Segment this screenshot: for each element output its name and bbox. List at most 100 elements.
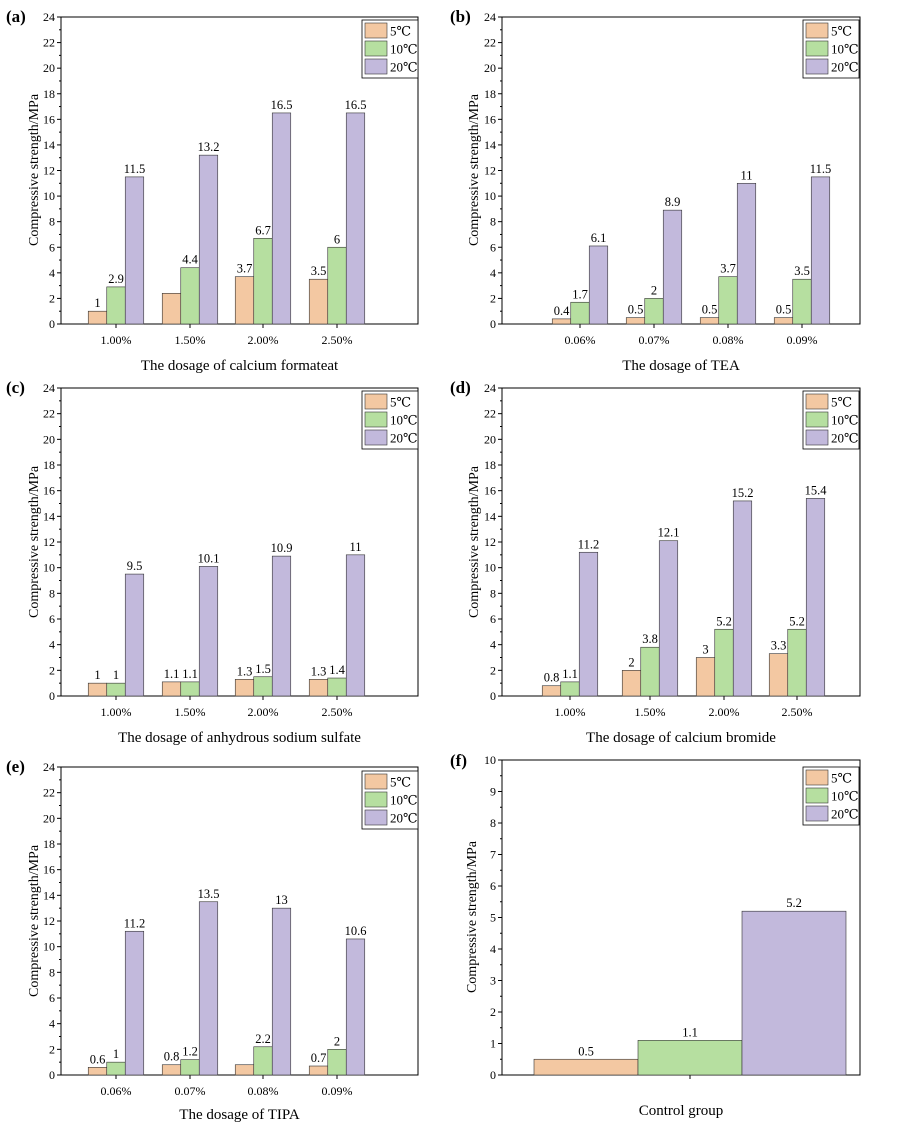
x-tick-label: 2.00% xyxy=(709,705,740,719)
y-tick-label: 20 xyxy=(43,61,55,75)
y-axis-label: Compressive strength/MPa xyxy=(467,93,482,246)
legend-label: 5℃ xyxy=(831,24,852,39)
legend-swatch xyxy=(805,411,829,428)
legend: 5℃ 10℃ 20℃ xyxy=(361,390,419,450)
legend-label: 5℃ xyxy=(390,24,411,39)
y-tick-label: 14 xyxy=(43,888,55,902)
data-label: 2 xyxy=(651,283,657,297)
data-label: 11 xyxy=(740,168,752,182)
data-label: 4.4 xyxy=(182,253,198,267)
x-tick-label: 1.50% xyxy=(635,705,666,719)
bar-20c-1 xyxy=(124,573,145,697)
y-tick-label: 12 xyxy=(484,535,496,549)
y-tick-label: 12 xyxy=(43,535,55,549)
bar-5c-3 xyxy=(234,679,255,697)
y-tick-label: 10 xyxy=(43,561,55,575)
x-axis-label: The dosage of calcium bromide xyxy=(586,730,776,746)
data-label: 2.9 xyxy=(108,272,124,286)
legend: 5℃ 10℃ 20℃ xyxy=(802,766,860,826)
legend-label: 20℃ xyxy=(390,811,418,826)
bar-10c-4 xyxy=(327,677,347,697)
bar-10c-3 xyxy=(714,628,734,697)
data-label: 10.6 xyxy=(345,924,367,938)
x-tick-label: 2.00% xyxy=(248,333,279,347)
y-tick-label: 18 xyxy=(484,458,496,472)
y-tick-label: 10 xyxy=(484,753,496,767)
y-tick-label: 0 xyxy=(49,689,55,703)
bar-5c-1 xyxy=(87,682,108,697)
x-tick-label: 1.50% xyxy=(175,333,206,347)
bar-10c-3 xyxy=(253,1046,273,1076)
y-tick-label: 24 xyxy=(43,760,55,774)
legend: 5℃ 10℃ 20℃ xyxy=(361,770,419,830)
bar-10c-3 xyxy=(253,676,273,697)
panel-label: (d) xyxy=(450,378,471,397)
data-label: 2 xyxy=(628,655,634,669)
data-label: 0.5 xyxy=(702,303,718,317)
bar-5c-1 xyxy=(541,685,562,697)
y-axis-label: Compressive strength/MPa xyxy=(465,840,480,993)
data-label: 0.4 xyxy=(554,304,570,318)
x-tick-label: 0.06% xyxy=(565,333,596,347)
y-tick-label: 12 xyxy=(43,914,55,928)
data-label: 10.1 xyxy=(198,551,220,565)
x-axis-label: Control group xyxy=(639,1103,724,1119)
bar-20c-1 xyxy=(578,551,599,697)
y-axis-label: Compressive strength/MPa xyxy=(27,844,42,997)
data-label: 1.2 xyxy=(182,1045,198,1059)
x-axis-label: The dosage of calcium formateat xyxy=(141,358,339,374)
legend-label: 10℃ xyxy=(390,413,418,428)
y-tick-label: 6 xyxy=(490,612,496,626)
data-label: 0.7 xyxy=(311,1051,327,1065)
legend: 5℃ 10℃ 20℃ xyxy=(802,390,860,450)
y-tick-label: 18 xyxy=(43,837,55,851)
bar-10c-2 xyxy=(180,267,200,325)
y-tick-label: 14 xyxy=(484,138,496,152)
bar-20c-2 xyxy=(658,540,679,697)
legend-label: 20℃ xyxy=(831,60,859,75)
y-tick-label: 4 xyxy=(490,266,496,280)
x-tick-label: 0.07% xyxy=(175,1084,206,1098)
bar-10c-1 xyxy=(637,1040,743,1076)
data-label: 1 xyxy=(113,1047,119,1061)
y-tick-label: 24 xyxy=(484,10,496,24)
data-label: 2 xyxy=(334,1034,340,1048)
data-label: 1.3 xyxy=(311,664,327,678)
y-tick-label: 4 xyxy=(490,942,496,956)
data-label: 1.7 xyxy=(572,287,588,301)
y-tick-label: 0 xyxy=(49,317,55,331)
bar-20c-2 xyxy=(198,566,219,697)
y-tick-label: 22 xyxy=(43,407,55,421)
data-label: 15.4 xyxy=(805,483,828,497)
legend-label: 10℃ xyxy=(390,793,418,808)
bar-20c-3 xyxy=(271,907,292,1076)
bar-5c-4 xyxy=(308,278,329,325)
y-tick-label: 18 xyxy=(43,458,55,472)
data-label: 0.6 xyxy=(90,1052,106,1066)
bar-10c-1 xyxy=(106,682,126,697)
x-axis-label: The dosage of TIPA xyxy=(179,1107,300,1123)
y-tick-label: 24 xyxy=(484,381,496,395)
data-label: 3.8 xyxy=(642,632,658,646)
data-label: 9.5 xyxy=(127,559,143,573)
bar-10c-1 xyxy=(570,301,590,325)
x-tick-label: 2.50% xyxy=(782,705,813,719)
data-label: 1 xyxy=(94,296,100,310)
data-label: 1.1 xyxy=(164,667,180,681)
legend-swatch xyxy=(805,805,829,822)
y-tick-label: 4 xyxy=(49,266,55,280)
panel-label: (f) xyxy=(450,751,467,770)
x-tick-label: 0.09% xyxy=(322,1084,353,1098)
y-tick-label: 1 xyxy=(490,1037,496,1051)
y-tick-label: 12 xyxy=(43,164,55,178)
bar-10c-1 xyxy=(106,286,126,325)
y-tick-label: 10 xyxy=(43,940,55,954)
bar-10c-2 xyxy=(180,1059,200,1076)
y-tick-label: 14 xyxy=(43,509,55,523)
data-label: 1.1 xyxy=(682,1025,698,1039)
bar-20c-2 xyxy=(662,209,683,325)
y-tick-label: 20 xyxy=(43,432,55,446)
data-label: 0.5 xyxy=(628,303,644,317)
